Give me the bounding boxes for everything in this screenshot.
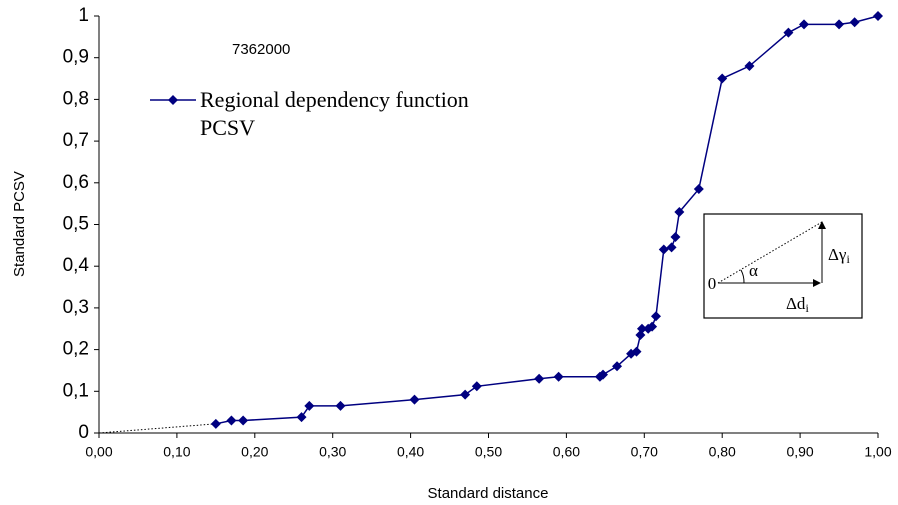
y-tick-label: 0,2 <box>63 339 89 360</box>
x-tick-label: 0,70 <box>631 444 658 460</box>
x-tick-label: 0,20 <box>241 444 268 460</box>
point <box>647 321 658 332</box>
point <box>693 184 704 195</box>
point <box>409 394 420 405</box>
inset-dx-main: Δd <box>786 294 806 313</box>
point <box>238 415 249 426</box>
y-tick-label: 0,8 <box>63 88 89 109</box>
point <box>783 27 794 38</box>
legend-marker <box>168 95 178 105</box>
point <box>296 412 307 423</box>
y-tick-label: 0 <box>78 422 89 443</box>
point <box>534 373 545 384</box>
inset-dy-main: Δγ <box>828 245 847 264</box>
annotation: 7362000 <box>232 41 290 58</box>
y-tick-label: 0,3 <box>63 297 89 318</box>
y-tick-label: 0,9 <box>63 47 89 68</box>
x-tick-label: 0,60 <box>553 444 580 460</box>
y-tick-label: 0,1 <box>63 380 89 401</box>
point <box>553 371 564 382</box>
x-axis-title: Standard distance <box>428 485 549 502</box>
point <box>598 369 609 380</box>
point <box>674 206 685 217</box>
x-tick-label: 1,00 <box>864 444 891 460</box>
legend-symbol <box>150 95 196 105</box>
y-tick-label: 0,6 <box>63 172 89 193</box>
point <box>873 11 883 21</box>
x-tick-label: 0,00 <box>85 444 112 460</box>
inset-dx-sub: i <box>805 301 809 315</box>
x-tick-label: 0,40 <box>397 444 424 460</box>
point <box>798 19 809 30</box>
inset-angle-arc <box>740 269 745 284</box>
x-tick-label: 0,30 <box>319 444 346 460</box>
inset: 0 α Δγi Δdi <box>703 213 863 319</box>
legend-label: Regional dependency function PCSV <box>200 87 469 140</box>
point <box>658 244 669 255</box>
y-tick-label: 0,4 <box>63 255 90 276</box>
point <box>666 242 677 253</box>
point <box>650 311 661 322</box>
inset-angle: α <box>749 261 758 280</box>
inset-box <box>703 213 863 319</box>
inset-diagonal <box>717 221 823 284</box>
inset-dy: Δγi <box>828 245 850 266</box>
y-tick-label: 0,5 <box>63 214 89 235</box>
x-tick-label: 0,10 <box>163 444 190 460</box>
point <box>636 323 647 334</box>
point <box>210 418 221 429</box>
point <box>226 415 237 426</box>
lead-in <box>98 423 216 434</box>
point <box>471 381 482 392</box>
inset-dy-sub: i <box>846 252 850 266</box>
x-tick-label: 0,50 <box>475 444 502 460</box>
point <box>612 361 623 372</box>
y-tick-label: 0,7 <box>63 130 89 151</box>
point <box>335 400 346 411</box>
point <box>834 19 845 30</box>
y-axis-title: Standard PCSV <box>11 171 28 277</box>
point <box>304 400 315 411</box>
inset-origin: 0 <box>708 274 717 293</box>
inset-dx: Δdi <box>786 294 809 315</box>
y-tick-label: 1 <box>78 5 89 26</box>
point <box>744 61 755 72</box>
x-tick-label: 0,90 <box>786 444 813 460</box>
point <box>631 346 642 357</box>
point <box>717 73 728 84</box>
point <box>670 232 681 243</box>
point <box>460 389 471 400</box>
x-tick-label: 0,80 <box>709 444 736 460</box>
point <box>849 17 860 28</box>
